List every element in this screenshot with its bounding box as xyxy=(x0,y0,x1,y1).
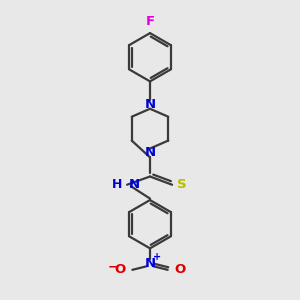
Text: −: − xyxy=(107,260,118,273)
Text: F: F xyxy=(146,15,154,28)
Text: O: O xyxy=(174,263,185,276)
Text: N: N xyxy=(144,98,156,111)
Text: N: N xyxy=(144,257,156,270)
Text: N: N xyxy=(129,178,140,191)
Text: O: O xyxy=(115,263,126,276)
Text: S: S xyxy=(177,178,187,191)
Text: +: + xyxy=(153,252,161,262)
Text: H: H xyxy=(112,178,122,191)
Text: N: N xyxy=(144,146,156,159)
